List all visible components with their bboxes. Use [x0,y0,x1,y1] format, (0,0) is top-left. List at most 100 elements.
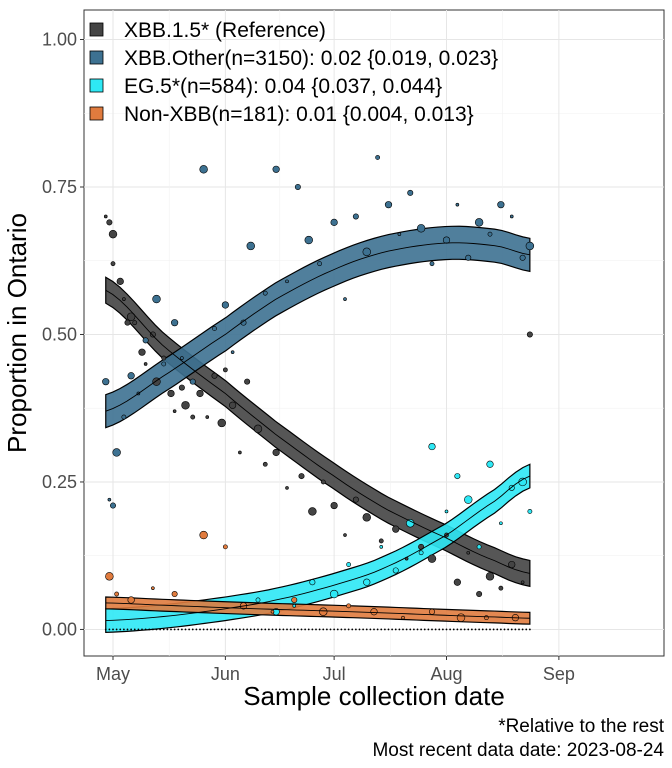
zero-point [141,628,143,631]
zero-point [492,628,495,631]
zero-point [398,628,401,631]
data-point [272,448,280,457]
zero-point [275,628,278,631]
data-point [114,591,120,597]
data-point [112,448,121,457]
zero-point [304,628,307,631]
zero-point [528,628,531,631]
data-point [190,414,196,420]
data-point [244,378,251,385]
legend-key [89,22,104,37]
x-tick-label: Jun [211,664,240,684]
zero-point [474,628,477,631]
data-point [121,414,127,420]
data-point [143,362,148,366]
data-point [308,507,317,516]
zero-point [467,628,470,631]
zero-point [481,628,484,631]
data-point [401,615,405,620]
data-point [181,401,190,410]
zero-point [108,628,111,631]
data-point [352,213,359,220]
data-point [487,231,493,237]
zero-point [180,628,183,631]
data-point [520,580,525,585]
legend-label: EG.5*(n=584): 0.04 {0.037, 0.044} [124,75,442,98]
data-point [172,409,177,413]
data-point [127,372,135,380]
data-point [330,218,338,226]
data-point [346,603,352,609]
data-point [212,326,217,331]
zero-point [394,628,397,631]
data-point [217,418,226,428]
data-point [456,613,466,622]
data-point [427,554,437,563]
zero-point [365,628,368,631]
data-point [180,356,184,360]
zero-point [507,628,510,631]
data-point [103,214,108,219]
zero-point [441,628,444,631]
data-point [362,513,371,522]
zero-point [184,628,187,631]
zero-point [344,628,346,631]
data-point [527,509,533,514]
zero-point [188,628,191,631]
legend-key [89,106,104,121]
data-point [196,389,204,398]
zero-point [434,628,437,631]
data-point [205,415,210,419]
zero-point [376,628,379,631]
zero-point [423,628,426,631]
zero-point [315,628,317,631]
data-point [138,348,146,356]
data-point [102,378,110,386]
data-point [428,442,436,451]
zero-point [278,628,281,631]
data-point [392,567,399,574]
data-point [108,229,118,239]
zero-point [282,628,285,631]
data-points [102,155,535,631]
zero-point [470,628,473,631]
zero-point [115,628,118,631]
x-tick-label: Jul [323,664,346,684]
data-point [229,401,237,409]
zero-point [202,628,205,631]
data-point [497,201,505,209]
x-axis: May Jun Jul Aug Sep [96,656,575,684]
zero-point [518,628,520,631]
data-point [178,384,185,391]
data-point [428,608,435,615]
data-point [465,254,472,261]
data-point [346,562,352,567]
zero-point [362,628,365,631]
zero-point [300,628,303,631]
data-point [444,509,449,514]
zero-point [452,628,455,631]
data-point [464,495,473,504]
zero-point [112,628,114,631]
data-point [246,241,255,251]
zero-point [489,628,491,631]
y-tick-label: 0.50 [42,324,77,344]
fit-line [105,602,530,619]
fit-line [105,475,531,622]
y-tick-label: 0.25 [42,472,77,492]
zero-point [336,628,339,631]
zero-point [318,628,321,631]
zero-point [514,628,517,631]
zero-point [405,628,408,631]
data-point [294,183,301,190]
zero-point [383,628,386,631]
y-axis-title: Proportion in Ontario [2,213,32,453]
zero-point [503,628,506,631]
zero-point [354,628,357,631]
zero-point [416,628,419,631]
zero-point [166,628,169,631]
zero-point [271,628,274,631]
data-point [330,501,338,510]
grid-lines [84,10,664,656]
